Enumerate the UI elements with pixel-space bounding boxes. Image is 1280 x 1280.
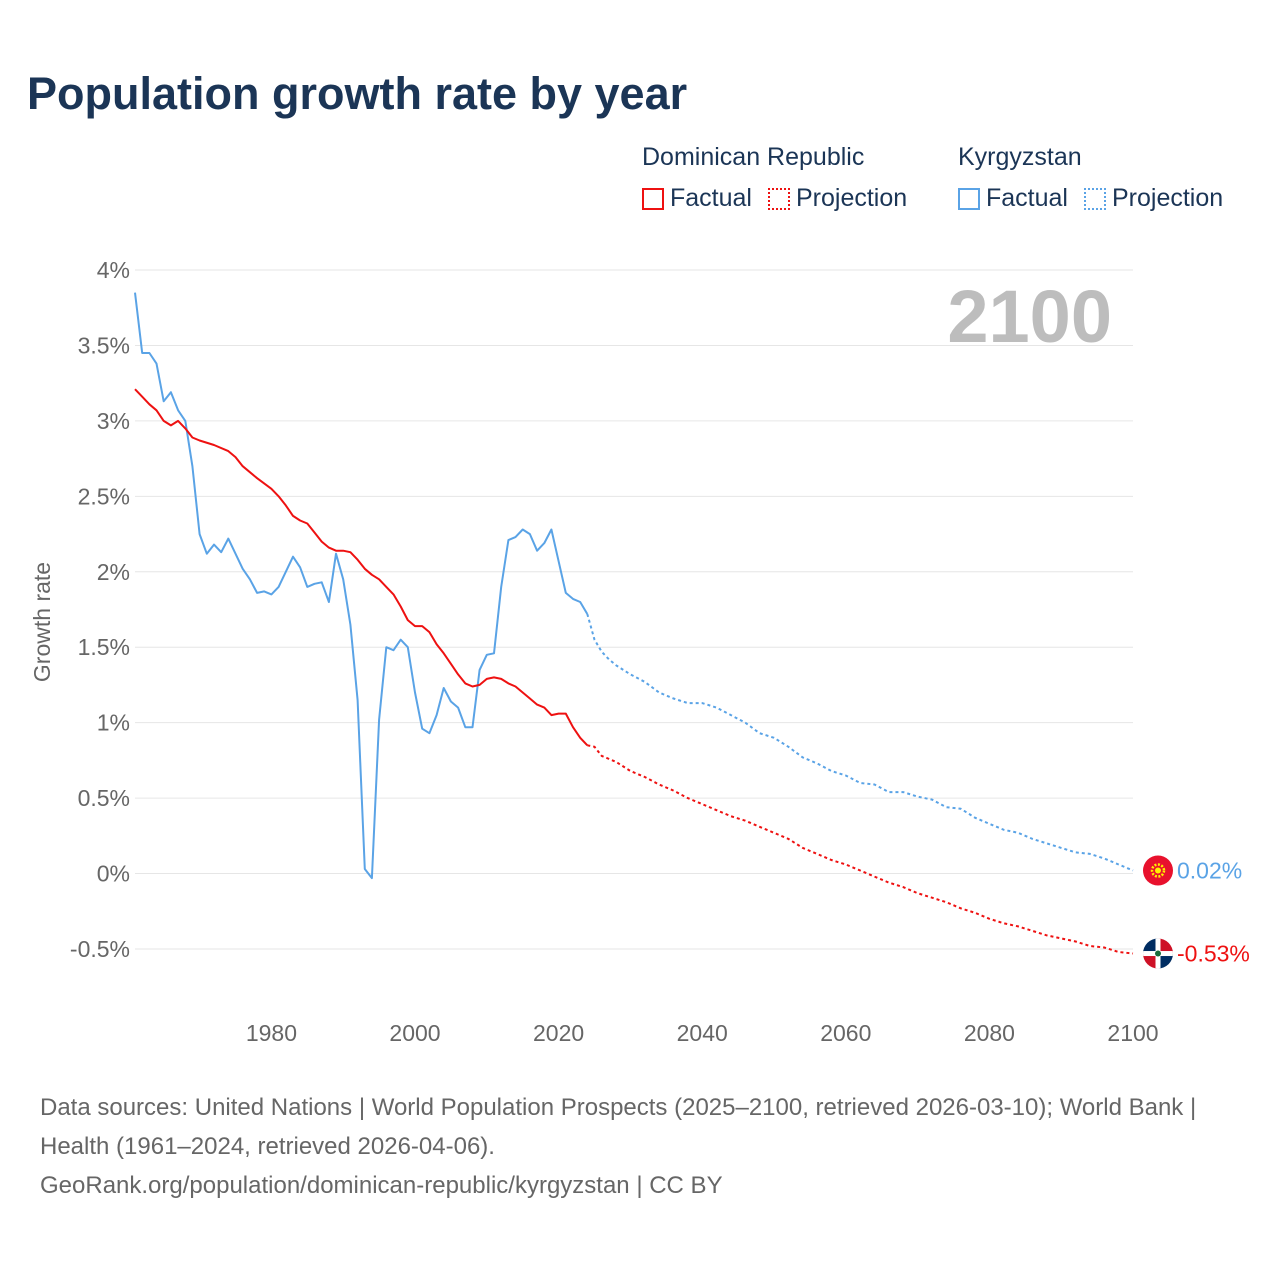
y-tick-label: 2% <box>97 559 130 585</box>
end-value-label: 0.02% <box>1177 858 1242 884</box>
x-tick-label: 2020 <box>533 1020 584 1046</box>
solid-swatch-icon <box>958 187 980 210</box>
legend-label: Projection <box>1111 184 1224 212</box>
end-value-label: -0.53% <box>1177 941 1250 967</box>
line-kyrgyzstan-factual <box>134 292 589 880</box>
y-tick-label: 2.5% <box>78 483 130 509</box>
legend-dr-projection[interactable]: Projection <box>767 184 908 213</box>
x-tick-label: 2080 <box>964 1020 1015 1046</box>
y-tick-label: 4% <box>97 257 130 283</box>
x-tick-label: 1980 <box>246 1020 297 1046</box>
line-kyrgyzstan-projection <box>586 613 1134 872</box>
legend-kyrgyzstan: Kyrgyzstan Factual Projection <box>958 143 1223 213</box>
legend-kg-factual[interactable]: Factual <box>958 184 1068 213</box>
source-link[interactable]: GeoRank.org/population/dominican-republi… <box>40 1172 723 1199</box>
y-axis-label: Growth rate <box>29 562 55 682</box>
legend-country-name: Kyrgyzstan <box>958 143 1082 171</box>
year-watermark: 2100 <box>947 275 1112 358</box>
x-tick-label: 2060 <box>820 1020 871 1046</box>
data-sources: Data sources: United Nations | World Pop… <box>40 1094 1197 1160</box>
y-tick-label: 1.5% <box>78 634 130 660</box>
chart-title: Population growth rate by year <box>27 68 688 119</box>
y-tick-label: 1% <box>97 710 130 736</box>
x-tick-label: 2100 <box>1107 1020 1158 1046</box>
solid-swatch-icon <box>642 187 664 210</box>
dotted-swatch-icon <box>1083 187 1106 210</box>
y-tick-label: -0.5% <box>70 936 130 962</box>
flag-sun-center-icon <box>1155 867 1161 874</box>
legend-country-name: Dominican Republic <box>642 143 865 171</box>
flag-sun-icon <box>1150 863 1166 878</box>
footer: Data sources: United Nations | World Pop… <box>40 1088 1240 1205</box>
y-tick-label: 3.5% <box>78 332 130 358</box>
legend-label: Factual <box>986 184 1068 212</box>
y-tick-label: 0.5% <box>78 785 130 811</box>
x-tick-label: 2040 <box>677 1020 728 1046</box>
line-dominican-republic-projection <box>587 744 1134 955</box>
legend-dominican-republic: Dominican Republic Factual Projection <box>642 143 907 213</box>
legend-dr-factual[interactable]: Factual <box>642 184 752 213</box>
legend-label: Factual <box>670 184 752 212</box>
line-dominican-republic-factual <box>134 388 589 746</box>
y-tick-label: 3% <box>97 408 130 434</box>
x-tick-label: 2000 <box>389 1020 440 1046</box>
y-tick-label: 0% <box>97 861 130 887</box>
legend-kg-projection[interactable]: Projection <box>1083 184 1224 213</box>
flag-dominican-republic-icon <box>1143 938 1173 969</box>
legend-label: Projection <box>795 184 908 212</box>
dotted-swatch-icon <box>767 187 790 210</box>
